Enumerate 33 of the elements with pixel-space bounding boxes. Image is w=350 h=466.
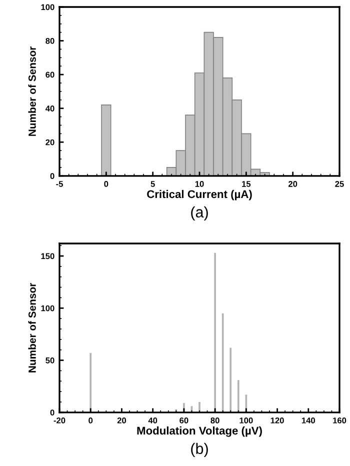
- y-axis-title: Number of Sensor: [28, 282, 36, 372]
- y-tick-label: 100: [41, 4, 54, 10]
- x-tick-label: 80: [210, 417, 220, 424]
- x-tick-label: 5: [150, 181, 155, 187]
- x-tick-label: 60: [180, 417, 188, 424]
- y-tick-label: 20: [46, 139, 54, 146]
- x-tick-label: 10: [195, 180, 204, 187]
- y-tick-label: 0: [50, 410, 54, 416]
- y-axis-title: Number of Sensor: [28, 46, 36, 136]
- x-tick-label: -5: [56, 181, 63, 187]
- x-tick-label: 120: [270, 417, 284, 424]
- text: (a): [191, 206, 208, 221]
- x-tick-label: 0: [88, 417, 93, 424]
- x-tick-label: 0: [104, 180, 108, 187]
- x-tick-label: 40: [148, 417, 158, 424]
- x-tick-label: 25: [335, 180, 344, 187]
- x-axis-title: Modulation Voltage (µV): [137, 426, 262, 437]
- x-tick-label: 140: [302, 417, 315, 424]
- y-tick-label: 80: [46, 38, 54, 44]
- y-tick-label: 60: [46, 72, 54, 78]
- y-tick-label: 40: [45, 106, 54, 112]
- y-tick-label: 100: [41, 305, 54, 312]
- x-axis-title: Critical Current (µA): [147, 190, 252, 200]
- y-tick-label: 50: [46, 357, 54, 364]
- x-tick-label: 160: [333, 417, 346, 424]
- x-tick-label: 20: [117, 417, 126, 424]
- y-tick-label: 150: [41, 253, 54, 260]
- text: (b): [191, 442, 208, 458]
- x-tick-label: 100: [240, 417, 253, 424]
- y-tick-label: 0: [50, 173, 54, 180]
- x-tick-label: -20: [54, 417, 66, 424]
- x-tick-label: 20: [288, 180, 298, 187]
- x-tick-label: 15: [242, 181, 251, 187]
